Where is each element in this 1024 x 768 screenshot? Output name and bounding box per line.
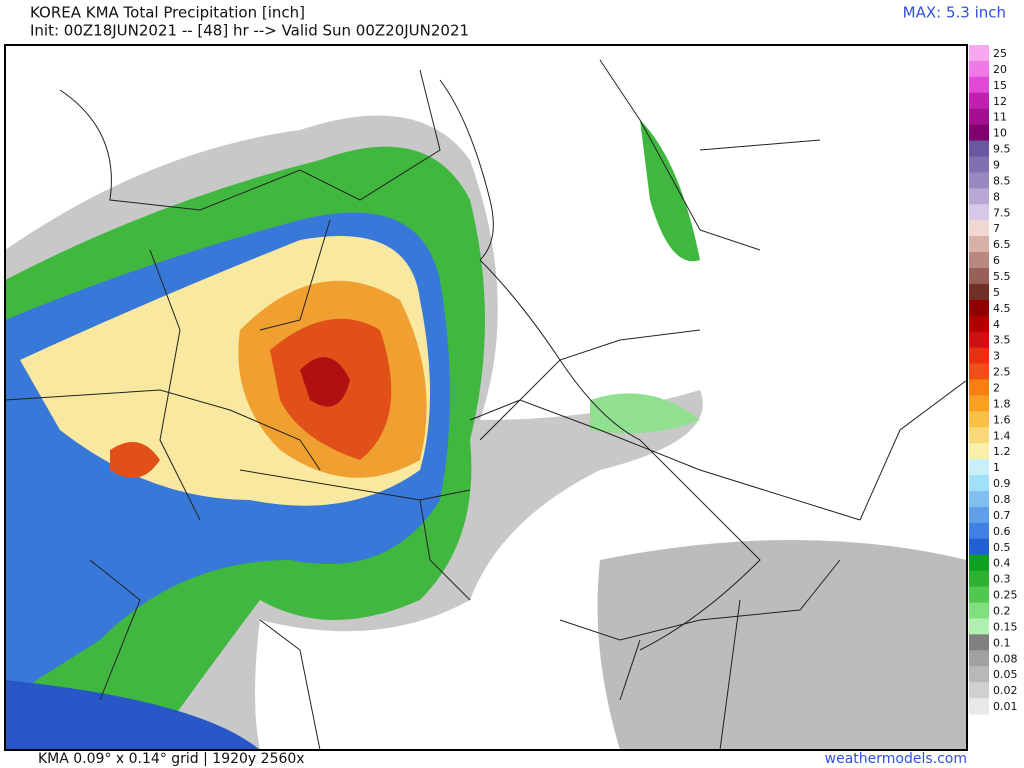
legend-swatch: [969, 570, 989, 588]
legend-label: 0.01: [993, 700, 1018, 713]
legend-label: 20: [993, 63, 1007, 76]
legend-label: 5: [993, 286, 1000, 299]
legend-swatch: [969, 108, 989, 126]
legend-label: 9: [993, 158, 1000, 171]
legend-label: 9.5: [993, 143, 1011, 156]
legend-swatch: [969, 204, 989, 221]
legend-label: 6.5: [993, 238, 1011, 251]
legend-swatch: [969, 602, 989, 619]
legend-swatch: [969, 682, 989, 699]
legend-label: 0.25: [993, 589, 1018, 602]
legend-label: 1: [993, 461, 1000, 474]
legend-label: 0.7: [993, 509, 1011, 522]
legend-swatch: [969, 268, 989, 285]
legend-label: 1.4: [993, 429, 1011, 442]
legend-label: 1.6: [993, 413, 1011, 426]
legend-label: 7.5: [993, 206, 1011, 219]
legend-swatch: [969, 363, 989, 380]
legend-label: 1.2: [993, 445, 1011, 458]
title: KOREA KMA Total Precipitation [inch]: [30, 4, 305, 22]
legend-swatch: [969, 459, 989, 476]
legend-swatch: [969, 172, 989, 189]
legend-swatch: [969, 506, 989, 524]
legend-swatch: [969, 650, 989, 667]
legend-label: 2.5: [993, 366, 1011, 379]
map: [4, 44, 968, 751]
legend-swatch: [969, 634, 989, 651]
legend-swatch: [969, 491, 989, 508]
legend-swatch: [969, 283, 989, 301]
legend-label: 25: [993, 47, 1007, 60]
legend-label: 0.4: [993, 557, 1011, 570]
legend-swatch: [969, 522, 989, 540]
legend-swatch: [969, 666, 989, 683]
site: weathermodels.com: [825, 751, 967, 767]
legend-swatch: [969, 76, 989, 94]
legend-swatch: [969, 411, 989, 428]
legend-swatch: [969, 379, 989, 396]
legend-label: 5.5: [993, 270, 1011, 283]
legend-swatch: [969, 60, 989, 78]
legend-swatch: [969, 156, 989, 173]
legend-swatch: [969, 427, 989, 444]
legend-label: 0.1: [993, 636, 1011, 649]
grid-info: KMA 0.09° x 0.14° grid | 1920y 2560x: [38, 751, 305, 767]
legend-label: 0.02: [993, 684, 1018, 697]
legend-swatch: [969, 586, 989, 603]
legend-swatch: [969, 618, 989, 635]
legend-swatch: [969, 347, 989, 365]
legend-swatch: [969, 140, 989, 157]
legend-swatch: [969, 315, 989, 333]
legend-swatch: [969, 443, 989, 460]
legend-swatch: [969, 475, 989, 492]
legend-label: 1.8: [993, 397, 1011, 410]
legend-label: 10: [993, 127, 1007, 140]
legend-label: 0.08: [993, 652, 1018, 665]
legend-swatch: [969, 236, 989, 253]
legend-label: 6: [993, 254, 1000, 267]
legend-label: 8.5: [993, 174, 1011, 187]
legend-label: 0.6: [993, 525, 1011, 538]
legend-label: 3: [993, 350, 1000, 363]
legend-swatch: [969, 299, 989, 317]
legend-label: 0.3: [993, 573, 1011, 586]
legend-label: 3.5: [993, 334, 1011, 347]
legend-swatch: [969, 188, 989, 205]
legend-label: 0.8: [993, 493, 1011, 506]
legend-label: 0.15: [993, 620, 1018, 633]
legend: 2520151211109.598.587.576.565.554.543.53…: [969, 45, 1018, 715]
legend-label: 4: [993, 318, 1000, 331]
legend-swatch: [969, 554, 989, 572]
legend-swatch: [969, 45, 989, 62]
legend-swatch: [969, 92, 989, 110]
legend-swatch: [969, 538, 989, 556]
legend-swatch: [969, 124, 989, 142]
legend-label: 0.5: [993, 541, 1011, 554]
legend-label: 4.5: [993, 302, 1011, 315]
legend-label: 0.2: [993, 604, 1011, 617]
legend-label: 2: [993, 381, 1000, 394]
legend-label: 11: [993, 111, 1007, 124]
legend-swatch: [969, 331, 989, 349]
legend-label: 15: [993, 79, 1007, 92]
legend-label: 8: [993, 190, 1000, 203]
legend-swatch: [969, 698, 989, 715]
legend-swatch: [969, 252, 989, 269]
max-value: MAX: 5.3 inch: [903, 4, 1006, 22]
subtitle: Init: 00Z18JUN2021 -- [48] hr --> Valid …: [30, 22, 469, 40]
legend-label: 7: [993, 222, 1000, 235]
legend-swatch: [969, 395, 989, 412]
legend-label: 0.9: [993, 477, 1011, 490]
legend-swatch: [969, 220, 989, 237]
legend-label: 0.05: [993, 668, 1018, 681]
legend-label: 12: [993, 95, 1007, 108]
